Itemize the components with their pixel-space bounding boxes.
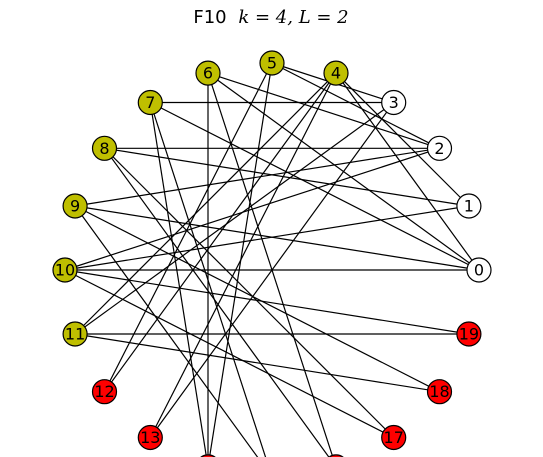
node-label-10: 10 [55,261,75,280]
node-circle-10 [52,257,78,283]
node-label-13: 13 [140,428,160,447]
node-circle-18 [426,379,453,405]
edge-5-14 [208,62,273,457]
edge-2-6 [207,72,440,149]
edge-9-18 [74,205,440,393]
edge-10-19 [64,269,469,335]
edge-0-7 [150,101,480,271]
edge-7-14 [149,102,208,457]
edge-6-16 [207,72,334,457]
edge-4-11 [74,72,337,335]
node-16: 16 [328,454,344,457]
node-label-18: 18 [429,382,449,401]
node-label-17: 17 [384,428,404,447]
edge-9-15 [74,205,259,457]
node-10: 10 [52,257,78,283]
node-label-5: 5 [267,54,277,73]
node-13: 13 [137,424,163,451]
node-label-4: 4 [331,64,341,83]
edge-5-12 [103,62,273,392]
node-label-6: 6 [203,64,213,83]
node-circle-11 [62,321,88,347]
node-18: 18 [426,379,453,405]
node-circle-0 [466,257,492,283]
node-circle-14 [200,454,216,457]
node-circle-5 [259,50,285,76]
node-circle-12 [91,379,118,405]
edge-1-8 [104,147,469,207]
node-label-8: 8 [99,139,109,158]
edge-10-17 [64,269,394,439]
node-label-7: 7 [145,93,155,112]
node-circle-8 [91,135,118,161]
figure-title: F10 k = 4, L = 2 [193,7,348,28]
node-label-1: 1 [464,197,474,216]
node-circle-6 [195,60,221,86]
edge-8-17 [104,147,395,438]
node-9: 9 [62,193,88,219]
node-label-19: 19 [459,325,479,344]
nodes-layer: 012345678910111213141516171819 [52,50,492,457]
node-17: 17 [381,424,407,451]
node-5: 5 [259,50,285,76]
edge-0-4 [335,72,480,271]
node-circle-9 [62,193,88,219]
node-label-11: 11 [65,325,85,344]
node-12: 12 [91,379,118,405]
node-11: 11 [62,321,88,347]
node-1: 1 [456,193,482,219]
node-circle-7 [137,89,163,116]
node-circle-4 [323,60,349,86]
edge-0-9 [75,205,480,271]
edge-8-16 [104,147,330,457]
node-7: 7 [137,89,163,116]
title-math: k = 4, L = 2 [238,7,348,28]
edge-4-12 [104,72,337,393]
edge-2-5 [271,62,440,149]
node-2: 2 [426,135,453,161]
node-8: 8 [91,135,118,161]
edge-7-15 [149,102,267,457]
edges-layer [64,62,480,457]
node-4: 4 [323,60,349,86]
node-circle-16 [328,454,344,457]
node-circle-2 [426,135,453,161]
node-14: 14 [200,454,216,457]
edge-0-6 [207,72,480,271]
edge-4-13 [149,72,337,438]
title-prefix: F10 [193,7,226,28]
node-label-3: 3 [389,93,399,112]
edge-3-11 [74,102,395,335]
node-label-2: 2 [434,139,444,158]
node-19: 19 [456,321,482,347]
node-label-0: 0 [474,261,484,280]
node-6: 6 [195,60,221,86]
node-3: 3 [381,89,407,116]
edge-11-18 [75,333,440,393]
edge-2-9 [75,147,440,207]
node-label-12: 12 [94,382,114,401]
node-circle-17 [381,424,407,451]
edge-1-4 [335,72,470,207]
node-label-9: 9 [70,197,80,216]
node-circle-1 [456,193,482,219]
edge-1-10 [64,205,469,271]
node-circle-19 [456,321,482,347]
node-circle-13 [137,424,163,451]
node-0: 0 [466,257,492,283]
node-circle-3 [381,89,407,116]
